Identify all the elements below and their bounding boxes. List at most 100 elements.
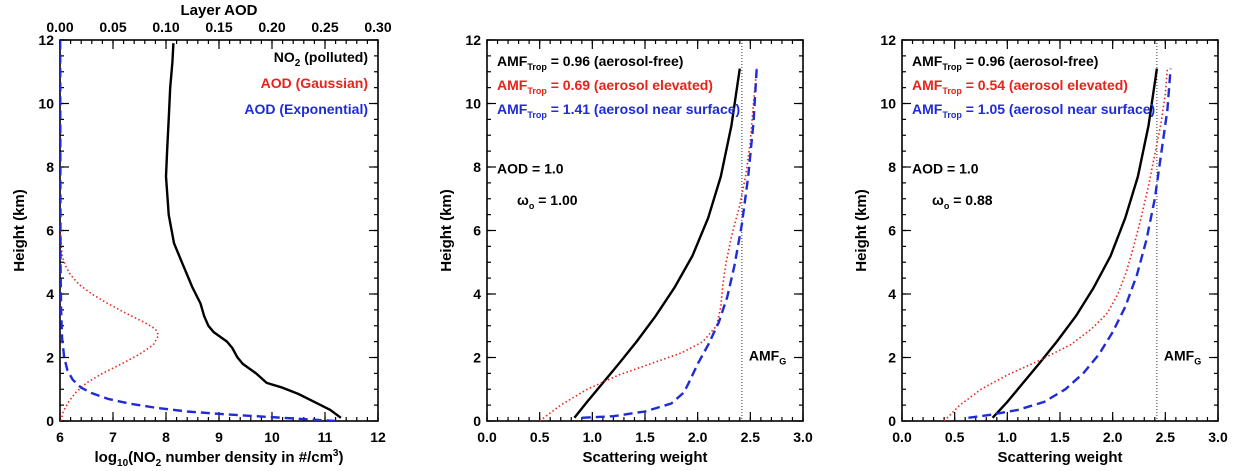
x-label-no: (NO <box>128 449 156 466</box>
x-tick-label: 12 <box>370 429 386 445</box>
y-tick-label: 8 <box>473 159 481 175</box>
legend-entry: AMFTrop = 0.96 (aerosol-free) <box>497 53 683 72</box>
y-tick-label: 6 <box>888 223 896 239</box>
x-tick-label: 1.5 <box>1050 429 1070 445</box>
legend-amf: AMF <box>912 53 943 69</box>
series-line-1-solid <box>164 43 342 419</box>
x-tick-label: 2.5 <box>1156 429 1176 445</box>
legend-amf-sub: Trop <box>527 62 547 72</box>
legend-value: = 0.96 (aerosol-free) <box>547 53 684 69</box>
omega-value: = 0.88 <box>949 192 992 208</box>
x2-tick-label: 0.00 <box>46 19 73 35</box>
y-tick-label: 10 <box>465 96 481 112</box>
omega-annotation: ωo = 0.88 <box>932 192 993 211</box>
plot-frame <box>901 39 1219 422</box>
x-tick-label: 11 <box>318 429 333 445</box>
x-label-tail: number density in #/cm <box>161 449 333 466</box>
x-tick-label: 10 <box>264 429 280 445</box>
legend-entry: NO2 (polluted) <box>274 49 368 69</box>
x-axis-label: log10(NO2 number density in #/cm3) <box>95 448 344 469</box>
legend-sub: 2 <box>295 58 301 69</box>
series-line-3-dashed <box>581 68 758 419</box>
y-axis-label: Height (km) <box>438 189 455 272</box>
legend-entry: AOD (Gaussian) <box>261 75 368 91</box>
x-label-sub: 10 <box>117 458 129 469</box>
legend-amf-sub: Trop <box>527 110 547 120</box>
series-line-1-solid <box>573 68 741 419</box>
legend-value: = 0.96 (aerosol-free) <box>962 53 1099 69</box>
x-tick-label: 8 <box>162 429 170 445</box>
x2-tick-label: 0.30 <box>364 19 391 35</box>
amfg-main: AMF <box>749 348 780 364</box>
legend-value: = 1.41 (aerosol near surface) <box>547 101 740 117</box>
legend-main: AOD (Gaussian) <box>261 75 368 91</box>
x-tick-label: 9 <box>215 429 223 445</box>
amfg-label: AMFG <box>1164 348 1201 367</box>
amfg-main: AMF <box>1164 348 1195 364</box>
legend-entry: AMFTrop = 0.96 (aerosol-free) <box>912 53 1098 72</box>
y-tick-label: 0 <box>888 413 896 429</box>
y-axis-label: Height (km) <box>11 189 28 272</box>
series-line-2-dotted <box>539 68 758 421</box>
x-tick-label: 1.0 <box>583 429 603 445</box>
x-tick-label: 2.0 <box>1103 429 1123 445</box>
legend-main: AOD (Exponential) <box>244 101 368 117</box>
x-tick-label: 2.0 <box>688 429 708 445</box>
omega-value: = 1.00 <box>534 192 577 208</box>
x-axis-label: Scattering weight <box>997 449 1122 466</box>
y-tick-label: 8 <box>46 159 54 175</box>
amfg-label: AMFG <box>749 348 786 367</box>
legend-amf-sub: Trop <box>942 110 962 120</box>
chart-panel-3: 0 2 4 6 8 10 12 0.0 0.5 1.0 1.5 2.0 2.5 3.0 Height (km… <box>853 32 1228 466</box>
legend-entry: AMFTrop = 0.69 (aerosol elevated) <box>497 77 713 96</box>
y-tick-label: 4 <box>473 286 481 302</box>
amfg-sub: G <box>1194 357 1201 367</box>
y-tick-label: 10 <box>38 96 54 112</box>
x-tick-label: 0.0 <box>892 429 912 445</box>
y-tick-label: 2 <box>473 350 481 366</box>
y-tick-label: 8 <box>888 159 896 175</box>
legend-amf: AMF <box>497 101 528 117</box>
legend-entry: AMFTrop = 1.05 (aerosol near surface) <box>912 101 1155 120</box>
legend-value: = 0.69 (aerosol elevated) <box>547 77 713 93</box>
x-tick-label: 0.0 <box>477 429 497 445</box>
chart-panel-2: 0 2 4 6 8 10 12 0.0 0.5 1.0 1.5 2.0 2.5 3.0 Height (km… <box>438 32 813 466</box>
x2-tick-label: 0.10 <box>152 19 179 35</box>
legend-amf: AMF <box>912 101 943 117</box>
x-tick-label: 6 <box>56 429 64 445</box>
x-tick-label: 3.0 <box>1208 429 1228 445</box>
y-tick-label: 10 <box>880 96 896 112</box>
legend-entry: AMFTrop = 1.41 (aerosol near surface) <box>497 101 740 120</box>
y-tick-label: 6 <box>46 223 54 239</box>
legend-value: = 0.54 (aerosol elevated) <box>962 77 1128 93</box>
legend-entry: AOD (Exponential) <box>244 101 368 117</box>
x-label-log: log <box>95 449 118 466</box>
legend-amf: AMF <box>497 53 528 69</box>
legend-main: NO <box>274 49 295 65</box>
amfg-sub: G <box>779 357 786 367</box>
y-axis-label: Height (km) <box>853 189 870 272</box>
y-tick-label: 0 <box>46 413 54 429</box>
x-tick-label: 1.0 <box>998 429 1018 445</box>
x2-tick-label: 0.15 <box>205 19 232 35</box>
x2-tick-label: 0.25 <box>311 19 338 35</box>
x-label-sup: 3 <box>333 448 339 459</box>
y-tick-label: 12 <box>880 32 896 48</box>
x-label-sub2: 2 <box>156 458 162 469</box>
x2-tick-label: 0.20 <box>258 19 285 35</box>
x-axis-label: Scattering weight <box>582 449 707 466</box>
y-tick-label: 2 <box>888 350 896 366</box>
x-tick-label: 0.5 <box>530 429 550 445</box>
omega-sub: o <box>529 201 535 211</box>
aod-annotation: AOD = 1.0 <box>912 160 979 176</box>
aod-annotation: AOD = 1.0 <box>497 160 564 176</box>
legend-entry: AMFTrop = 0.54 (aerosol elevated) <box>912 77 1128 96</box>
y-tick-label: 4 <box>888 286 896 302</box>
x-label-close: ) <box>338 449 343 466</box>
series-line-3-dashed <box>968 68 1172 419</box>
y-tick-label: 4 <box>46 286 54 302</box>
x-tick-label: 0.5 <box>945 429 965 445</box>
legend-amf-sub: Trop <box>942 62 962 72</box>
x-tick-label: 7 <box>109 429 117 445</box>
x2-axis-label: Layer AOD <box>181 2 258 19</box>
